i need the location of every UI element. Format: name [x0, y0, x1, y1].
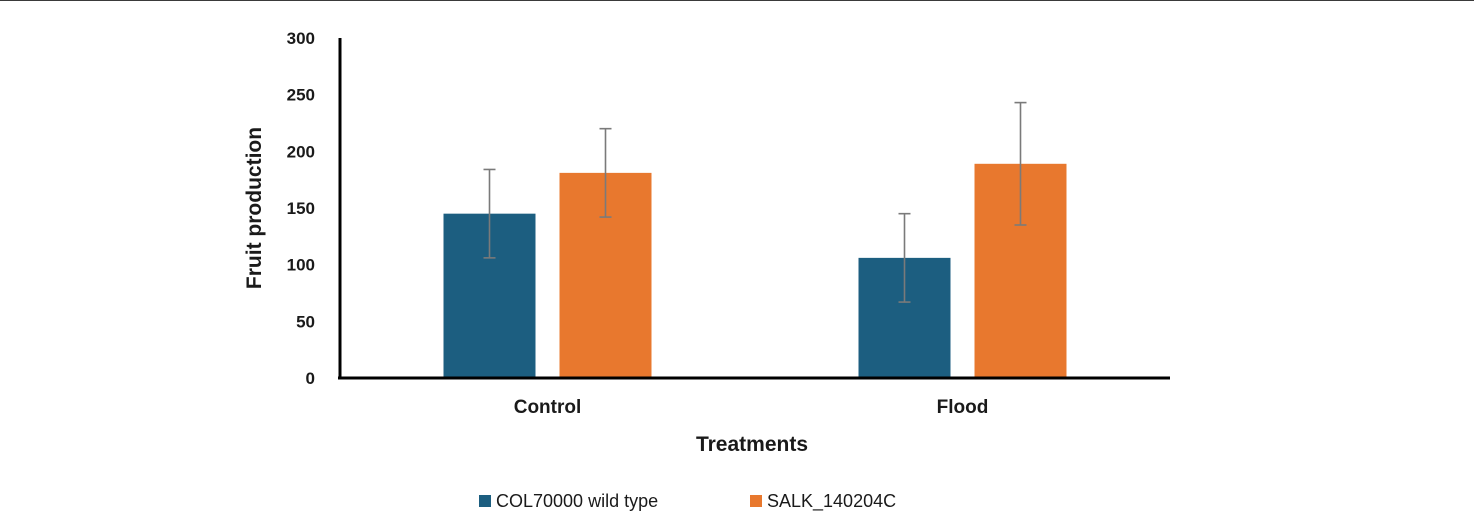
legend-swatch-series-1: [479, 495, 491, 507]
y-tick-label: 250: [287, 86, 315, 105]
legend-label-series-1: COL70000 wild type: [496, 491, 658, 511]
x-tick-label-flood: Flood: [937, 397, 989, 418]
y-tick-label: 200: [287, 142, 315, 161]
legend: COL70000 wild type SALK_140204C: [479, 491, 896, 512]
legend-label-series-2: SALK_140204C: [767, 491, 896, 512]
y-tick-label: 50: [296, 312, 315, 331]
axes: [338, 38, 1170, 380]
top-rule: [0, 0, 1474, 1]
x-tick-labels: Control Flood: [514, 397, 989, 418]
y-tick-label: 0: [306, 369, 315, 388]
legend-swatch-series-2: [750, 495, 762, 507]
y-axis-title: Fruit production: [243, 127, 266, 289]
plot-area: [443, 101, 1067, 378]
x-axis-title: Treatments: [696, 433, 808, 456]
y-tick-labels: 0 50 100 150 200 250 300: [287, 29, 315, 388]
y-tick-label: 100: [287, 256, 315, 275]
x-tick-label-control: Control: [514, 397, 582, 418]
y-tick-label: 150: [287, 199, 315, 218]
y-tick-label: 300: [287, 29, 315, 48]
